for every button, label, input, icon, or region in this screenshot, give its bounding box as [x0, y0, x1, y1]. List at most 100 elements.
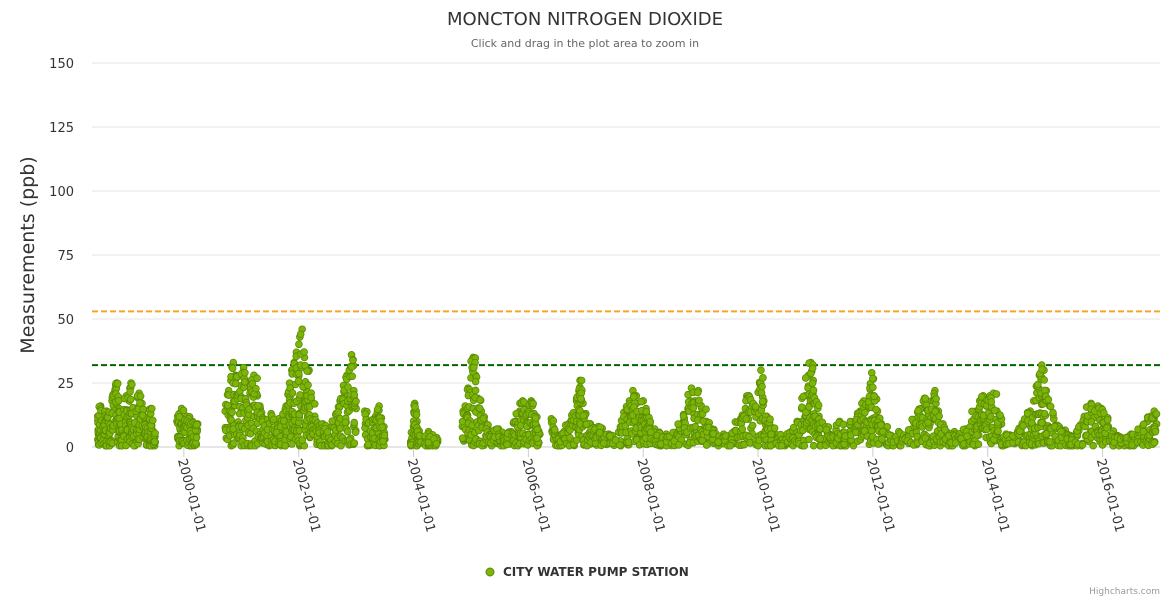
scatter-point[interactable] [1078, 440, 1087, 449]
scatter-point[interactable] [869, 383, 877, 392]
scatter-point[interactable] [136, 392, 145, 401]
scatter-point[interactable] [352, 397, 360, 406]
scatter-point[interactable] [757, 366, 765, 375]
scatter-point[interactable] [373, 405, 382, 414]
scatter-point[interactable] [861, 408, 869, 417]
scatter-point[interactable] [1038, 419, 1046, 427]
scatter-point[interactable] [341, 418, 350, 427]
scatter-point[interactable] [963, 432, 971, 440]
scatter-point[interactable] [1015, 427, 1024, 435]
scatter-point[interactable] [642, 407, 651, 416]
scatter-point[interactable] [1103, 423, 1111, 432]
scatter-point[interactable] [533, 434, 541, 442]
scatter-point[interactable] [179, 406, 188, 415]
scatter-point[interactable] [307, 393, 316, 402]
scatter-point[interactable] [148, 416, 157, 425]
scatter-point[interactable] [475, 404, 484, 413]
scatter-point[interactable] [337, 441, 345, 450]
scatter-point[interactable] [994, 427, 1002, 435]
scatter-point[interactable] [742, 415, 750, 423]
scatter-point[interactable] [240, 378, 249, 386]
scatter-point[interactable] [151, 429, 159, 438]
scatter-point[interactable] [951, 439, 960, 447]
scatter-points[interactable] [93, 325, 1161, 450]
scatter-point[interactable] [611, 436, 620, 444]
scatter-point[interactable] [471, 386, 480, 395]
scatter-point[interactable] [914, 406, 922, 415]
scatter-point[interactable] [1057, 427, 1065, 436]
scatter-point[interactable] [432, 440, 441, 448]
scatter-point[interactable] [126, 395, 135, 404]
scatter-point[interactable] [872, 405, 880, 414]
scatter-point[interactable] [349, 356, 357, 365]
scatter-point[interactable] [874, 440, 883, 448]
scatter-point[interactable] [549, 417, 558, 425]
scatter-point[interactable] [148, 404, 156, 413]
scatter-point[interactable] [288, 440, 296, 448]
scatter-point[interactable] [759, 374, 767, 382]
scatter-point[interactable] [1100, 409, 1108, 417]
scatter-point[interactable] [814, 401, 823, 410]
scatter-point[interactable] [1040, 376, 1048, 384]
scatter-point[interactable] [714, 438, 723, 446]
scatter-point[interactable] [868, 374, 877, 383]
scatter-point[interactable] [533, 425, 542, 434]
scatter-point[interactable] [600, 439, 608, 448]
scatter-point[interactable] [231, 379, 240, 388]
scatter-point[interactable] [503, 440, 511, 449]
scatter-point[interactable] [458, 434, 467, 442]
scatter-point[interactable] [996, 411, 1004, 419]
scatter-point[interactable] [748, 421, 757, 430]
scatter-point[interactable] [471, 377, 480, 386]
scatter-point[interactable] [350, 391, 359, 399]
scatter-point[interactable] [1044, 395, 1053, 404]
scatter-point[interactable] [192, 433, 201, 442]
scatter-point[interactable] [805, 435, 813, 444]
scatter-point[interactable] [412, 411, 421, 419]
scatter-point[interactable] [822, 425, 831, 434]
scatter-point[interactable] [808, 364, 817, 372]
scatter-point[interactable] [758, 382, 766, 391]
scatter-point[interactable] [113, 379, 122, 388]
scatter-point[interactable] [977, 392, 986, 401]
scatter-point[interactable] [921, 394, 930, 403]
scatter-point[interactable] [647, 428, 655, 437]
scatter-point[interactable] [128, 380, 136, 389]
scatter-point[interactable] [151, 437, 159, 446]
scatter-point[interactable] [136, 399, 144, 407]
legend-item-city-water-pump-station[interactable]: CITY WATER PUMP STATION [503, 565, 689, 579]
scatter-point[interactable] [579, 411, 588, 420]
scatter-point[interactable] [1089, 441, 1097, 450]
scatter-point[interactable] [770, 424, 779, 432]
scatter-point[interactable] [334, 408, 342, 416]
scatter-point[interactable] [693, 388, 702, 397]
scatter-point[interactable] [758, 397, 767, 406]
scatter-point[interactable] [241, 368, 249, 377]
scatter-point[interactable] [767, 430, 775, 439]
scatter-point[interactable] [343, 427, 352, 436]
scatter-point[interactable] [974, 440, 983, 449]
scatter-point[interactable] [800, 441, 809, 450]
scatter-point[interactable] [935, 412, 943, 421]
scatter-point[interactable] [809, 441, 818, 450]
scatter-point[interactable] [296, 330, 305, 339]
scatter-point[interactable] [531, 414, 540, 422]
scatter-point[interactable] [1139, 420, 1148, 429]
scatter-point[interactable] [175, 412, 184, 421]
scatter-point[interactable] [323, 428, 332, 436]
scatter-point[interactable] [577, 394, 585, 403]
scatter-point[interactable] [1038, 365, 1046, 374]
scatter-point[interactable] [1049, 408, 1057, 417]
scatter-point[interactable] [990, 406, 999, 415]
scatter-point[interactable] [702, 405, 710, 414]
scatter-point[interactable] [738, 425, 747, 433]
scatter-point[interactable] [269, 415, 278, 424]
scatter-point[interactable] [378, 423, 387, 432]
scatter-point[interactable] [411, 403, 419, 411]
scatter-point[interactable] [254, 401, 262, 410]
scatter-point[interactable] [550, 425, 559, 434]
scatter-point[interactable] [350, 418, 359, 427]
scatter-point[interactable] [615, 441, 624, 449]
scatter-point[interactable] [1152, 410, 1161, 418]
